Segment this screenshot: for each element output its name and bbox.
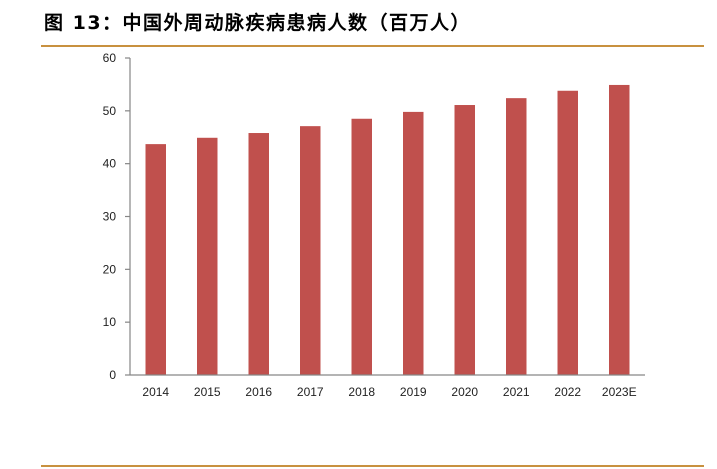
x-tick-label: 2018 xyxy=(348,385,375,399)
y-tick-label: 20 xyxy=(103,262,117,276)
bar-2016 xyxy=(248,133,269,375)
x-tick-label: 2022 xyxy=(554,385,581,399)
bar-2019 xyxy=(403,111,424,375)
title-underline xyxy=(41,45,704,47)
bar-2022 xyxy=(557,90,578,376)
y-tick-label: 0 xyxy=(109,368,116,382)
bar-2020 xyxy=(454,105,475,375)
bar-2014 xyxy=(145,144,166,375)
bar-2017 xyxy=(300,126,321,375)
y-axis: 0 10 20 30 40 50 60 xyxy=(103,51,131,382)
y-tick-label: 60 xyxy=(103,51,117,65)
y-tick-label: 10 xyxy=(103,315,117,329)
bars xyxy=(145,84,630,376)
x-tick-label: 2023E xyxy=(602,385,637,399)
x-tick-label: 2014 xyxy=(142,385,169,399)
bar-2021 xyxy=(506,98,527,376)
bar-2015 xyxy=(197,137,218,375)
bar-2018 xyxy=(351,118,372,375)
figure-title: 图 13：中国外周动脉疾病患病人数（百万人） xyxy=(44,12,472,34)
y-tick-label: 40 xyxy=(103,157,117,171)
x-tick-label: 2016 xyxy=(245,385,272,399)
x-tick-label: 2015 xyxy=(194,385,221,399)
y-tick-label: 50 xyxy=(103,104,117,118)
bottom-rule xyxy=(41,465,704,467)
x-tick-label: 2021 xyxy=(503,385,530,399)
x-tick-label: 2017 xyxy=(297,385,324,399)
y-tick-label: 30 xyxy=(103,210,117,224)
x-tick-label: 2019 xyxy=(400,385,427,399)
bar-2023E xyxy=(609,84,630,375)
x-tick-label: 2020 xyxy=(451,385,478,399)
x-axis: 2014 2015 2016 2017 2018 2019 2020 2021 2022 2023… xyxy=(130,374,645,399)
